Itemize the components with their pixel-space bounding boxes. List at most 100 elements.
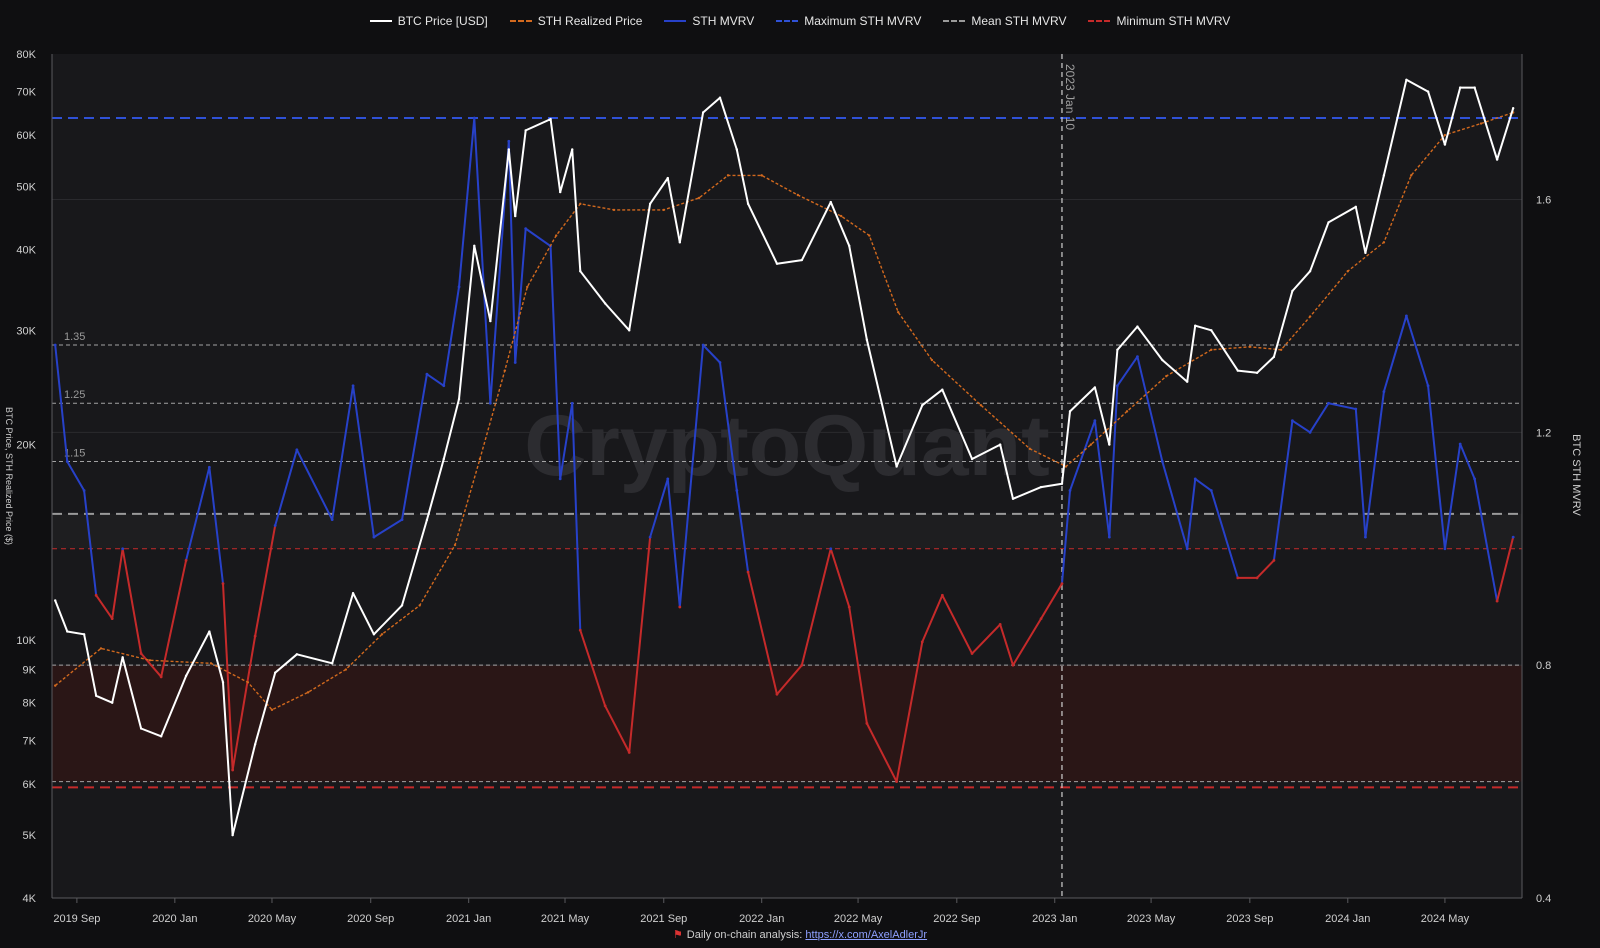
sth-mvrv-point [1107, 535, 1111, 539]
btc-price-point [514, 214, 517, 218]
sth-mvrv-segment [1116, 355, 1139, 387]
btc-price-point [998, 443, 1002, 446]
btc-price-point [231, 833, 234, 837]
sth-mvrv-point [457, 285, 461, 289]
sth-mvrv-point [1068, 489, 1072, 492]
btc-price-point [1382, 174, 1386, 177]
sth-mvrv-point [330, 518, 334, 522]
sth-mvrv-point [666, 477, 670, 481]
sth-mvrv-point [1354, 407, 1358, 411]
btc-price-point [800, 258, 804, 262]
sth-mvrv-point [184, 559, 188, 562]
sth-mvrv-segment [95, 594, 114, 620]
x-tick-label: 2021 May [541, 913, 590, 925]
sth-mvrv-segment [83, 489, 98, 597]
btc-price-point [666, 176, 669, 180]
x-tick-label: 2021 Sep [640, 913, 687, 925]
sth-realized-price-point [760, 174, 763, 177]
legend-label-btc-price: BTC Price [USD] [397, 14, 488, 28]
sth-realized-price-point [478, 457, 482, 461]
y-left-tick-label: 6K [23, 779, 37, 791]
sth-mvrv-segment [54, 344, 69, 463]
btc-price-point [400, 604, 404, 607]
sth-mvrv-segment [401, 373, 428, 521]
sth-mvrv-point [295, 448, 299, 452]
sth-mvrv-segment [1473, 477, 1499, 603]
sth-mvrv-point [372, 535, 376, 539]
sth-mvrv-point [1308, 430, 1312, 434]
sth-mvrv-point [1382, 390, 1386, 393]
sth-mvrv-point [1115, 384, 1119, 388]
btc-price-point [1039, 485, 1043, 489]
sth-mvrv-segment [1459, 442, 1476, 480]
sth-realized-price-point [306, 691, 310, 694]
btc-price-point [82, 633, 86, 636]
legend-item-min-sth-mvrv[interactable]: Minimum STH MVRV [1088, 14, 1230, 28]
sth-mvrv-segment [800, 547, 832, 667]
sth-mvrv-segment [1382, 314, 1408, 393]
sth-mvrv-segment [1309, 402, 1330, 434]
btc-price-point [701, 111, 705, 114]
sth-realized-price-point [1210, 348, 1213, 351]
sth-mvrv-segment [1136, 355, 1164, 463]
sth-mvrv-point [53, 343, 57, 347]
sth-mvrv-segment [1069, 419, 1096, 492]
reference-line-label: 1.15 [64, 447, 85, 459]
btc-price-point [1236, 369, 1239, 372]
legend-item-sth-realized-price[interactable]: STH Realized Price [509, 14, 642, 28]
sth-mvrv-point [648, 535, 652, 539]
sth-mvrv-point [82, 489, 86, 492]
btc-price-point [425, 518, 429, 522]
legend-item-sth-mvrv[interactable]: STH MVRV [664, 14, 754, 28]
sth-mvrv-segment [747, 571, 778, 696]
y-left-tick-label: 7K [23, 735, 37, 747]
sth-realized-price-point [1089, 443, 1093, 446]
x-tick-label: 2023 Jan [1032, 913, 1077, 925]
btc-price-point [94, 694, 98, 697]
sth-mvrv-point [578, 628, 582, 632]
btc-price-point [139, 727, 143, 730]
sth-mvrv-segment [295, 448, 334, 521]
sth-realized-price-point [796, 193, 800, 197]
sth-mvrv-point [110, 617, 114, 621]
sth-mvrv-segment [458, 117, 476, 288]
sth-mvrv-segment [66, 460, 86, 492]
btc-price-point [848, 244, 851, 247]
legend-item-max-sth-mvrv[interactable]: Maximum STH MVRV [776, 14, 921, 28]
sth-realized-price-point [1064, 465, 1068, 468]
legend-label-max-sth-mvrv: Maximum STH MVRV [804, 14, 922, 28]
sth-mvrv-segment [941, 594, 974, 655]
footer-link[interactable]: https://x.com/AxelAdlerJr [805, 929, 928, 941]
legend-swatch-mean-sth-mvrv [943, 20, 966, 22]
sth-mvrv-point [207, 465, 211, 469]
sth-mvrv-segment [160, 559, 188, 678]
sth-mvrv-segment [121, 547, 143, 655]
sth-realized-price-point [54, 684, 57, 687]
btc-price-point [1011, 497, 1015, 500]
btc-price-point [507, 148, 511, 151]
sth-realized-price-point [380, 633, 384, 636]
btc-price-point [718, 96, 722, 99]
btc-price-point [1060, 482, 1064, 486]
sth-mvrv-segment [1327, 402, 1357, 411]
sth-mvrv-point [221, 582, 225, 586]
btc-price-point [221, 681, 225, 684]
sth-mvrv-segment [775, 664, 803, 696]
sth-mvrv-segment [352, 384, 375, 539]
sth-mvrv-point [1473, 477, 1477, 481]
btc-price-point [1426, 90, 1430, 93]
sth-mvrv-segment [1040, 582, 1063, 620]
y-left-tick-label: 80K [16, 49, 36, 61]
sth-mvrv-segment [579, 629, 607, 707]
sth-mvrv-point [1404, 314, 1408, 318]
y-left-tick-label: 50K [16, 181, 36, 193]
sth-realized-price-point [612, 208, 616, 212]
legend-item-btc-price[interactable]: BTC Price [USD] [369, 14, 488, 28]
shaded-band [52, 665, 1522, 782]
sth-mvrv-point [865, 721, 869, 725]
btc-price-point [1186, 380, 1189, 383]
sth-realized-price-point [839, 214, 843, 218]
sth-mvrv-point [558, 477, 562, 481]
sth-mvrv-point [746, 570, 750, 574]
legend-item-mean-sth-mvrv[interactable]: Mean STH MVRV [943, 14, 1066, 28]
